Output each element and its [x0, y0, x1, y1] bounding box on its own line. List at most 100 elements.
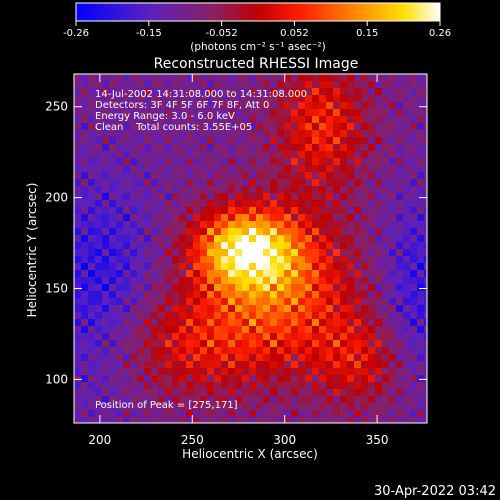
y-tick-label: 250 [45, 100, 68, 114]
heatmap-cell [375, 137, 382, 144]
heatmap-cell [158, 340, 165, 347]
heatmap-cell [256, 130, 263, 137]
heatmap-cell [298, 116, 305, 123]
heatmap-cell [130, 151, 137, 158]
heatmap-cell [256, 361, 263, 368]
heatmap-cell [109, 277, 116, 284]
heatmap-cell [305, 305, 312, 312]
heatmap-cell [207, 312, 214, 319]
heatmap-cell [130, 368, 137, 375]
heatmap-cell [368, 158, 375, 165]
heatmap-cell [186, 319, 193, 326]
heatmap-cell [137, 410, 144, 417]
heatmap-cell [144, 242, 151, 249]
heatmap-cell [179, 410, 186, 417]
heatmap-cell [207, 179, 214, 186]
heatmap-cell [172, 333, 179, 340]
heatmap-cell [326, 144, 333, 151]
heatmap-cell [417, 396, 424, 403]
heatmap-cell [88, 375, 95, 382]
heatmap-cell [81, 151, 88, 158]
heatmap-cell [81, 228, 88, 235]
heatmap-cell [200, 179, 207, 186]
heatmap-cell [361, 116, 368, 123]
heatmap-cell [179, 109, 186, 116]
heatmap-cell [256, 375, 263, 382]
heatmap-cell [389, 256, 396, 263]
colorbar-tick-label: -0.26 [63, 28, 89, 39]
heatmap-cell [410, 214, 417, 221]
heatmap-cell [333, 193, 340, 200]
heatmap-cell [123, 95, 130, 102]
heatmap-cell [95, 403, 102, 410]
heatmap-cell [368, 193, 375, 200]
heatmap-cell [228, 207, 235, 214]
heatmap-cell [235, 88, 242, 95]
heatmap-cell [88, 249, 95, 256]
heatmap-cell [123, 403, 130, 410]
heatmap-cell [228, 333, 235, 340]
heatmap-cell [179, 333, 186, 340]
heatmap-cell [144, 305, 151, 312]
heatmap-cell [116, 368, 123, 375]
heatmap-cell [263, 207, 270, 214]
heatmap-cell [102, 172, 109, 179]
heatmap-cell [179, 179, 186, 186]
heatmap-cell [305, 116, 312, 123]
heatmap-cell [284, 81, 291, 88]
heatmap-cell [186, 179, 193, 186]
heatmap-cell [270, 179, 277, 186]
heatmap-cell [123, 193, 130, 200]
heatmap-cell [340, 340, 347, 347]
heatmap-cell [137, 305, 144, 312]
heatmap-cell [417, 284, 424, 291]
heatmap-cell [102, 242, 109, 249]
heatmap-cell [340, 389, 347, 396]
heatmap-cell [340, 417, 347, 423]
heatmap-cell [137, 74, 144, 81]
heatmap-cell [81, 256, 88, 263]
heatmap-cell [144, 179, 151, 186]
heatmap-cell [242, 396, 249, 403]
heatmap-cell [151, 291, 158, 298]
heatmap-cell [207, 375, 214, 382]
heatmap-cell [389, 151, 396, 158]
heatmap-cell [81, 375, 88, 382]
heatmap-cell [242, 305, 249, 312]
heatmap-cell [165, 298, 172, 305]
heatmap-cell [319, 326, 326, 333]
heatmap-cell [109, 256, 116, 263]
heatmap-cell [74, 137, 81, 144]
heatmap-cell [417, 242, 424, 249]
heatmap-cell [235, 144, 242, 151]
heatmap-cell [200, 193, 207, 200]
heatmap-cell [382, 179, 389, 186]
heatmap-cell [410, 116, 417, 123]
heatmap-cell [81, 179, 88, 186]
heatmap-cell [347, 417, 354, 423]
heatmap-cell [249, 172, 256, 179]
heatmap-cell [249, 305, 256, 312]
heatmap-cell [340, 256, 347, 263]
heatmap-cell [256, 158, 263, 165]
heatmap-cell [305, 382, 312, 389]
heatmap-cell [375, 130, 382, 137]
heatmap-cell [340, 200, 347, 207]
heatmap-cell [249, 130, 256, 137]
heatmap-cell [340, 123, 347, 130]
heatmap-cell [270, 137, 277, 144]
heatmap-cell [361, 277, 368, 284]
heatmap-cell [270, 207, 277, 214]
heatmap-cell [375, 228, 382, 235]
heatmap-cell [165, 235, 172, 242]
heatmap-cell [242, 242, 249, 249]
heatmap-cell [242, 207, 249, 214]
heatmap-cell [193, 291, 200, 298]
heatmap-cell [389, 74, 396, 81]
heatmap-cell [95, 291, 102, 298]
heatmap-cell [137, 130, 144, 137]
heatmap-cell [109, 368, 116, 375]
heatmap-cell [382, 284, 389, 291]
heatmap-cell [424, 347, 427, 354]
heatmap-cell [228, 305, 235, 312]
